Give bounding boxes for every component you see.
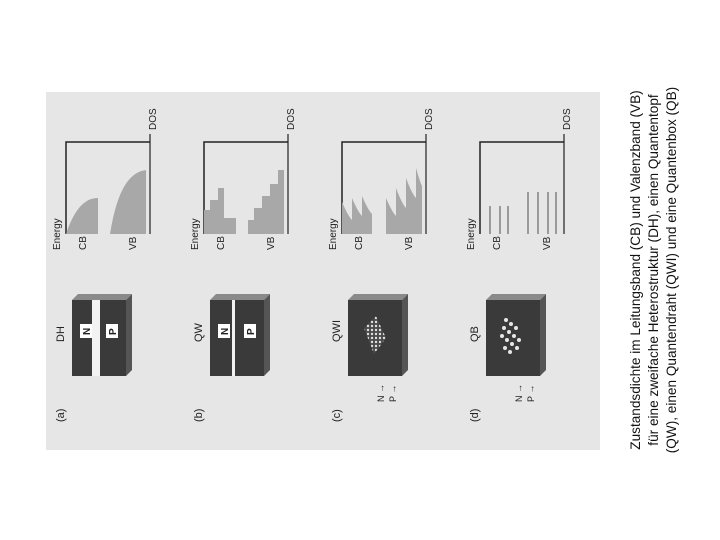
qb-cb-label: CB — [492, 236, 503, 250]
dh-layer-stack: N P — [72, 294, 132, 376]
qwi-cb-label: CB — [354, 236, 365, 250]
qw-vb-label: VB — [266, 236, 277, 250]
caption-line-3: (QW), einen Quantendraht (QWI) und eine … — [664, 86, 679, 454]
qw-layer-stack: N P — [210, 294, 270, 376]
qw-cb-label: CB — [216, 236, 227, 250]
panel-b-device-label: QW — [193, 322, 205, 342]
qb-layer-stack — [486, 294, 546, 376]
figure-svg: (a) DH N P Energy CB VB DOS (b) QW — [52, 108, 573, 422]
qb-energy-label: Energy — [466, 218, 477, 250]
dh-vb-label: VB — [128, 236, 139, 250]
qwi-layer-stack — [348, 294, 408, 376]
panel-c-device-label: QWI — [331, 320, 343, 342]
qwi-arrow-p-label: P → — [388, 385, 398, 402]
qw-p-layer-label: P — [246, 328, 257, 335]
panel-a-letter: (a) — [55, 409, 67, 422]
caption-line-2: für eine zweifache Heterostruktur (DH), … — [646, 94, 661, 446]
dh-dos-plot: Energy CB VB DOS — [52, 108, 159, 250]
qw-n-layer-label: N — [220, 328, 231, 335]
qb-arrow-p-label: P → — [526, 385, 536, 402]
qwi-arrow-n-label: N → — [376, 384, 386, 402]
qb-arrow-n-label: N → — [514, 384, 524, 402]
dh-energy-label: Energy — [52, 218, 63, 250]
qw-dos-label: DOS — [286, 108, 297, 130]
dh-dos-label: DOS — [148, 108, 159, 130]
qw-energy-label: Energy — [190, 218, 201, 250]
dh-n-layer-label: N — [82, 328, 93, 335]
panel-d-device-label: QB — [469, 326, 481, 342]
panel-d: (d) QB N → P → — [466, 108, 573, 422]
qwi-vb-label: VB — [404, 236, 415, 250]
panel-b: (b) QW N P Energy CB VB DOS — [190, 108, 297, 422]
dh-cb-label: CB — [78, 236, 89, 250]
panel-a: (a) DH N P Energy CB VB DOS — [52, 108, 159, 422]
caption-line-1: Zustandsdichte im Leitungsband (CB) und … — [628, 90, 643, 450]
panel-d-letter: (d) — [469, 409, 481, 422]
panel-c-letter: (c) — [331, 409, 343, 422]
caption-area: Zustandsdichte im Leitungsband (CB) und … — [614, 14, 694, 526]
panel-c: (c) QWI N → P → Energy CB VB DOS — [328, 108, 435, 422]
figure-panel: (a) DH N P Energy CB VB DOS (b) QW — [46, 92, 600, 450]
dh-p-layer-label: P — [108, 328, 119, 335]
qb-dos-plot: Energy CB VB DOS — [466, 108, 573, 250]
caption: Zustandsdichte im Leitungsband (CB) und … — [627, 20, 681, 520]
qb-dos-label: DOS — [562, 108, 573, 130]
qwi-energy-label: Energy — [328, 218, 339, 250]
panel-b-letter: (b) — [193, 409, 205, 422]
qw-dos-plot: Energy CB VB DOS — [190, 108, 297, 250]
qwi-dos-plot: Energy CB VB DOS — [328, 108, 435, 250]
qwi-dos-label: DOS — [424, 108, 435, 130]
qb-vb-label: VB — [542, 236, 553, 250]
panel-a-device-label: DH — [55, 326, 67, 342]
